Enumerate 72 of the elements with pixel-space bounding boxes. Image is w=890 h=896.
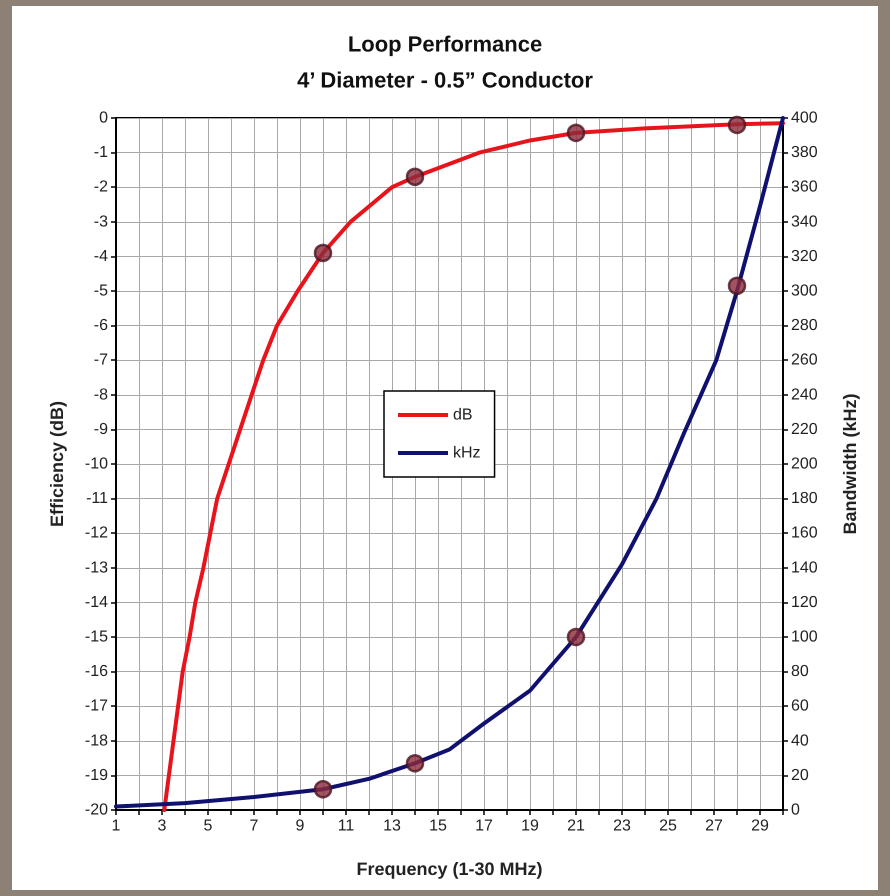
y2-tick-label: 120 (791, 594, 818, 611)
y2-tick-label: 20 (791, 766, 809, 784)
y2-tick-label: 160 (791, 524, 818, 542)
point (728, 276, 746, 296)
y-tick-label: -5 (94, 282, 108, 300)
y-tick-label: -13 (84, 559, 108, 576)
y-tick-label: -8 (94, 386, 108, 404)
point (406, 754, 424, 773)
x-tick-label: 17 (475, 818, 493, 834)
y2-tick-label: 40 (791, 732, 809, 750)
x-tick-label: 23 (613, 818, 631, 834)
y2-tick-label: 180 (791, 490, 818, 508)
chart-subtitle: 4’ Diameter - 0.5” Conductor (297, 68, 594, 92)
y-tick-label: -12 (84, 524, 108, 542)
x-tick-label: 13 (383, 818, 401, 834)
y-tick-label: -7 (94, 352, 108, 369)
y-tick-label: -10 (84, 456, 108, 472)
y2-tick-label: 400 (791, 110, 818, 126)
y2-tick-label: 380 (791, 144, 818, 162)
y2-tick-label: 60 (791, 698, 809, 715)
point (566, 628, 586, 646)
point (728, 116, 746, 134)
x-tick-label: 5 (204, 818, 213, 834)
y-tick-label: -9 (94, 420, 108, 438)
y-tick-label: -4 (94, 248, 108, 265)
x-tick-label: 27 (705, 818, 723, 834)
y2-tick-label: 320 (791, 248, 818, 265)
y-tick-label: -17 (84, 698, 108, 715)
point (314, 244, 332, 262)
y2-tick-label: 360 (791, 178, 818, 196)
x-tick-label: 29 (751, 818, 769, 834)
y2-tick-label: 340 (791, 213, 818, 230)
y2-tick-label: 100 (791, 628, 818, 646)
y2-tick-label: 280 (791, 317, 818, 334)
x-tick-label: 21 (567, 818, 585, 834)
x-axis-title: Frequency (1-30 MHz) (356, 859, 543, 879)
y2-tick-label: 300 (791, 282, 818, 300)
y-tick-label: -15 (84, 628, 108, 646)
y-tick-label: -3 (94, 213, 108, 230)
y-tick-label: -16 (84, 663, 108, 680)
y2-axis-title: Bandwidth (kHz) (840, 394, 860, 534)
y2-tick-label: 80 (791, 663, 809, 680)
point (566, 124, 586, 142)
y-axis-title: Efficiency (dB) (47, 400, 67, 528)
y-tick-label: -19 (84, 766, 108, 784)
y-tick-label: -2 (94, 178, 108, 196)
y-tick-label: -11 (86, 490, 108, 508)
x-tick-label: 3 (158, 818, 167, 834)
y2-tick-label: 220 (791, 420, 818, 438)
chart-title: Loop Performance (348, 32, 542, 56)
point (406, 168, 424, 186)
y2-tick-label: 140 (791, 559, 818, 576)
y-tick-label: -1 (94, 144, 108, 162)
x-tick-label: 7 (250, 818, 259, 834)
y-tick-label: 0 (99, 110, 108, 126)
legend-label: kHz (453, 444, 481, 462)
x-tick-label: 1 (112, 818, 121, 834)
y-tick-label: -20 (84, 802, 108, 818)
y2-tick-label: 200 (791, 456, 818, 472)
y-tick-label: -6 (94, 317, 108, 334)
y-tick-label: -14 (84, 594, 108, 611)
x-tick-label: 9 (296, 818, 305, 834)
legend-label: dB (453, 406, 473, 424)
y2-tick-label: 240 (791, 386, 818, 404)
y-tick-label: -18 (84, 732, 108, 750)
y2-tick-label: 0 (791, 802, 800, 818)
x-tick-label: 25 (659, 818, 677, 834)
x-tick-label: 11 (338, 818, 354, 834)
x-tick-label: 19 (521, 818, 539, 834)
x-tick-label: 15 (429, 818, 447, 834)
point (314, 780, 332, 798)
y2-tick-label: 260 (791, 352, 818, 369)
